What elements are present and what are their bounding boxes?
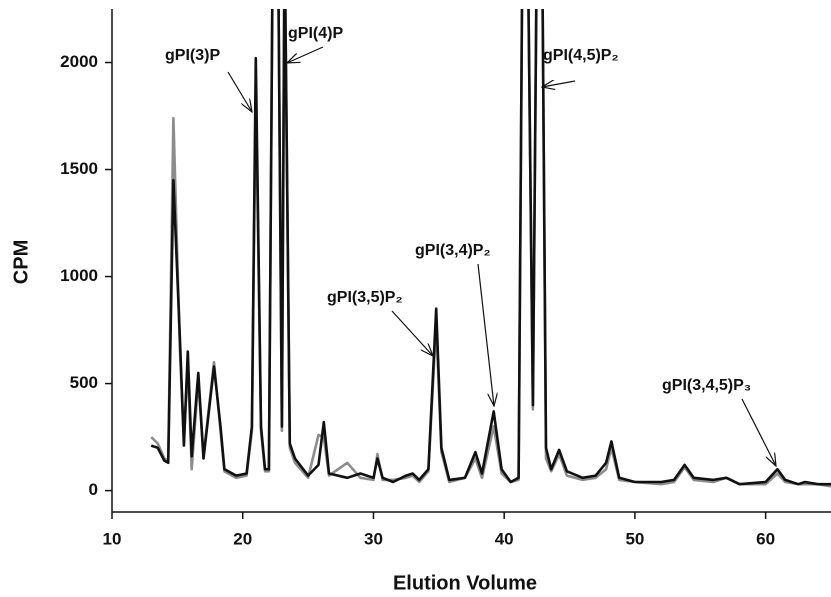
x-tick-label: 20 bbox=[233, 529, 252, 548]
x-tick-label: 60 bbox=[756, 529, 775, 548]
series-line bbox=[150, 9, 831, 488]
arrow bbox=[741, 398, 776, 466]
y-tick-label: 1000 bbox=[60, 266, 98, 285]
y-tick-label: 2000 bbox=[60, 52, 98, 71]
x-tick-label: 40 bbox=[495, 529, 514, 548]
arrow bbox=[391, 310, 433, 356]
peak-annotation: gPI(4,5)P₂ bbox=[543, 47, 619, 64]
peak-annotation: gPI(3)P bbox=[165, 47, 220, 64]
x-tick-label: 50 bbox=[625, 529, 644, 548]
arrow bbox=[477, 263, 494, 406]
x-tick-label: 30 bbox=[364, 529, 383, 548]
peak-annotation: gPI(3,4)P₂ bbox=[415, 242, 491, 259]
peak-annotation: gPI(4)P bbox=[288, 25, 343, 42]
peak-annotation: gPI(3,5)P₂ bbox=[327, 289, 403, 306]
peak-annotation: gPI(3,4,5)P₃ bbox=[662, 377, 751, 394]
x-tick-label: 10 bbox=[103, 529, 122, 548]
arrow bbox=[287, 46, 324, 63]
y-axis-label: CPM bbox=[10, 240, 32, 284]
arrow bbox=[542, 81, 576, 87]
arrow bbox=[227, 71, 252, 112]
x-axis-label: Elution Volume bbox=[393, 572, 537, 594]
y-tick-label: 500 bbox=[70, 373, 98, 392]
plot-area bbox=[150, 9, 831, 488]
y-tick-label: 1500 bbox=[60, 159, 98, 178]
series-line bbox=[150, 9, 831, 486]
y-tick-label: 0 bbox=[89, 480, 98, 499]
